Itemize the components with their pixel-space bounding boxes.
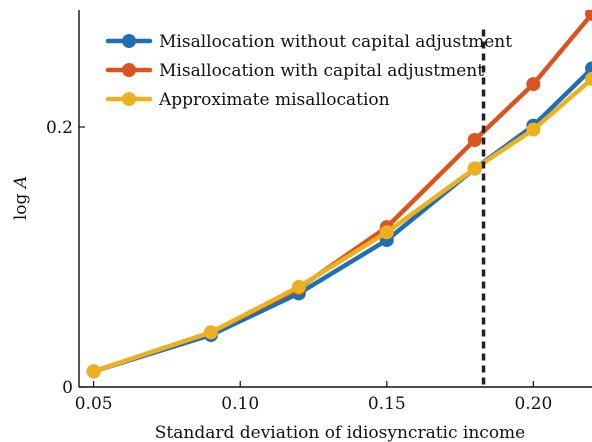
series-line (91, 66, 592, 374)
ticks: 0.05 0.10 0.15 0.20 0 0.2 (46, 118, 552, 414)
x-axis-label: Standard deviation of idiosyncratic inco… (155, 423, 525, 442)
axes (78, 10, 592, 388)
legend-swatch-marker (122, 92, 136, 106)
data-point (585, 10, 592, 21)
data-point (203, 325, 218, 340)
legend-item: Misallocation with capital adjustment (105, 61, 484, 81)
y-axis-label: log A (11, 176, 31, 220)
legend-label: Misallocation with capital adjustment (159, 61, 484, 81)
x-tick-label: 0.05 (75, 394, 113, 414)
legend-swatch-marker (122, 63, 136, 77)
data-point (585, 61, 592, 76)
x-tick-label: 0.10 (221, 394, 259, 414)
series-3 (86, 71, 592, 379)
data-point (526, 122, 541, 137)
data-point (467, 161, 482, 176)
legend-label: Misallocation without capital adjustment (159, 32, 512, 52)
y-tick-label: 0.2 (46, 118, 73, 138)
data-point (86, 364, 101, 379)
y-axis-label-variable: A (11, 176, 31, 190)
legend: Misallocation without capital adjustment… (105, 32, 512, 110)
data-point (291, 279, 306, 294)
data-point (585, 71, 592, 86)
x-tick-label: 0.20 (514, 394, 552, 414)
y-tick-label: 0 (62, 378, 73, 398)
legend-item: Misallocation without capital adjustment (105, 32, 512, 52)
series-line (91, 76, 592, 374)
series-group (86, 10, 592, 379)
legend-item: Approximate misallocation (105, 90, 390, 110)
data-point (467, 133, 482, 147)
legend-label: Approximate misallocation (158, 90, 390, 110)
legend-swatch-marker (122, 34, 136, 48)
data-point (379, 225, 394, 240)
x-tick-label: 0.15 (368, 394, 406, 414)
data-point (526, 77, 541, 92)
y-axis-label-text: log (11, 188, 31, 220)
